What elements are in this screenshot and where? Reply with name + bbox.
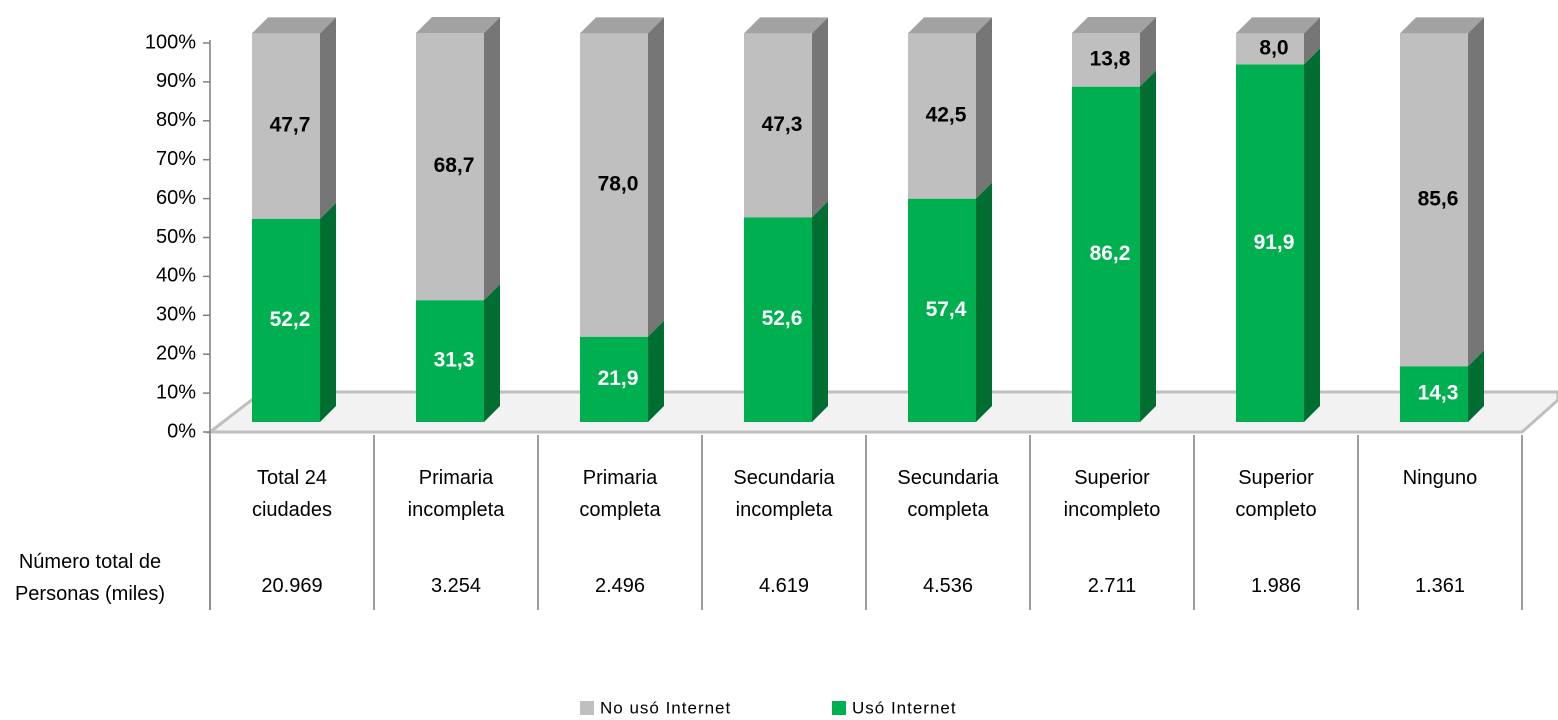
value-label: 86,2: [1090, 242, 1131, 265]
bar-side: [1140, 70, 1156, 422]
bar-segment: [908, 33, 976, 199]
bar-side: [484, 17, 500, 301]
legend-label: Usó Internet: [852, 698, 957, 717]
bar-top: [908, 17, 992, 34]
y-tick-label: 10%: [156, 381, 196, 403]
y-tick-label: 30%: [156, 304, 196, 326]
y-tick-label: 60%: [156, 187, 196, 209]
bar-segment: [580, 33, 648, 337]
y-tick-label: 0%: [167, 420, 196, 442]
bar-segment: [1072, 33, 1140, 87]
y-tick-label: 40%: [156, 265, 196, 287]
bar-segment: [580, 336, 648, 422]
bar-segment: [252, 218, 320, 422]
legend-swatch: [832, 701, 846, 715]
table-value: 2.496: [594, 575, 646, 597]
table-value: 4.619: [758, 575, 810, 597]
bar-top: [1400, 17, 1484, 34]
bar-segment: [1400, 33, 1468, 367]
value-label: 42,5: [926, 104, 967, 127]
value-label: 78,0: [598, 173, 639, 196]
value-label: 8,0: [1259, 36, 1288, 59]
x-tick-label: Secundaria completa: [897, 467, 999, 521]
y-tick-label: 80%: [156, 109, 196, 131]
value-label: 13,8: [1090, 47, 1131, 70]
bar-segment: [744, 217, 812, 422]
bar-segment: [1236, 33, 1304, 65]
legend-swatch: [580, 701, 594, 715]
value-label: 47,7: [270, 114, 311, 137]
table-value: 2.711: [1087, 575, 1137, 597]
bar-segment: [416, 33, 484, 301]
y-tick-label: 70%: [156, 148, 196, 170]
table-value: 3.254: [430, 575, 482, 597]
bar-side: [1304, 48, 1320, 422]
bar-segment: [744, 33, 812, 218]
bar-side: [648, 17, 664, 337]
x-tick-label: Primaria incompleta: [407, 467, 505, 521]
bar-side: [648, 320, 664, 422]
bar-segment: [1236, 64, 1304, 422]
x-tick-label: Total 24 ciudades: [251, 467, 333, 521]
value-label: 57,4: [926, 298, 967, 321]
bar-side: [1468, 350, 1484, 422]
x-tick-label: Superior completo: [1235, 467, 1317, 521]
legend-label: No usó Internet: [600, 698, 731, 717]
bar-side: [1304, 17, 1320, 65]
y-tick-label: 50%: [156, 226, 196, 248]
value-label: 68,7: [434, 154, 475, 177]
bar-top: [1072, 17, 1156, 33]
bar-side: [320, 202, 336, 422]
bar-segment: [1072, 86, 1140, 422]
bar-side: [1140, 17, 1156, 87]
bar-segment: [908, 198, 976, 422]
table-value: 20.969: [261, 575, 323, 597]
bar-side: [976, 17, 992, 199]
value-label: 47,3: [762, 113, 803, 136]
table-value: 1.361: [1414, 575, 1466, 597]
x-tick-label: Superior incompleto: [1063, 467, 1161, 521]
value-label: 85,6: [1418, 187, 1459, 210]
table-row-label: Número total de Personas (miles): [14, 551, 166, 605]
y-tick-label: 100%: [145, 31, 196, 53]
y-tick-label: 20%: [156, 342, 196, 364]
y-tick-label: 90%: [156, 70, 196, 92]
bar-segment: [1400, 366, 1468, 422]
bar-side: [484, 284, 500, 422]
bar-side: [812, 17, 828, 218]
x-tick-label: Secundaria incompleta: [733, 467, 835, 521]
bar-top: [252, 17, 336, 34]
x-tick-label: Ninguno: [1402, 467, 1478, 489]
table-value: 4.536: [922, 575, 974, 597]
bar-top: [1236, 17, 1320, 34]
bar-side: [1468, 17, 1484, 367]
bar-segment: [416, 300, 484, 422]
bar-top: [744, 17, 828, 34]
value-label: 21,9: [598, 367, 639, 390]
bar-top: [416, 17, 500, 33]
floor: [205, 390, 1558, 434]
value-label: 31,3: [434, 349, 475, 372]
value-label: 52,6: [762, 307, 803, 330]
value-label: 14,3: [1418, 382, 1459, 405]
table-value: 1.986: [1250, 575, 1302, 597]
value-label: 52,2: [270, 308, 311, 331]
bar-top: [580, 17, 664, 34]
value-label: 91,9: [1254, 231, 1295, 254]
bar-segment: [252, 33, 320, 219]
bar-side: [812, 201, 828, 422]
bar-side: [320, 17, 336, 219]
x-tick-label: Primaria completa: [579, 467, 661, 521]
bar-side: [976, 182, 992, 422]
